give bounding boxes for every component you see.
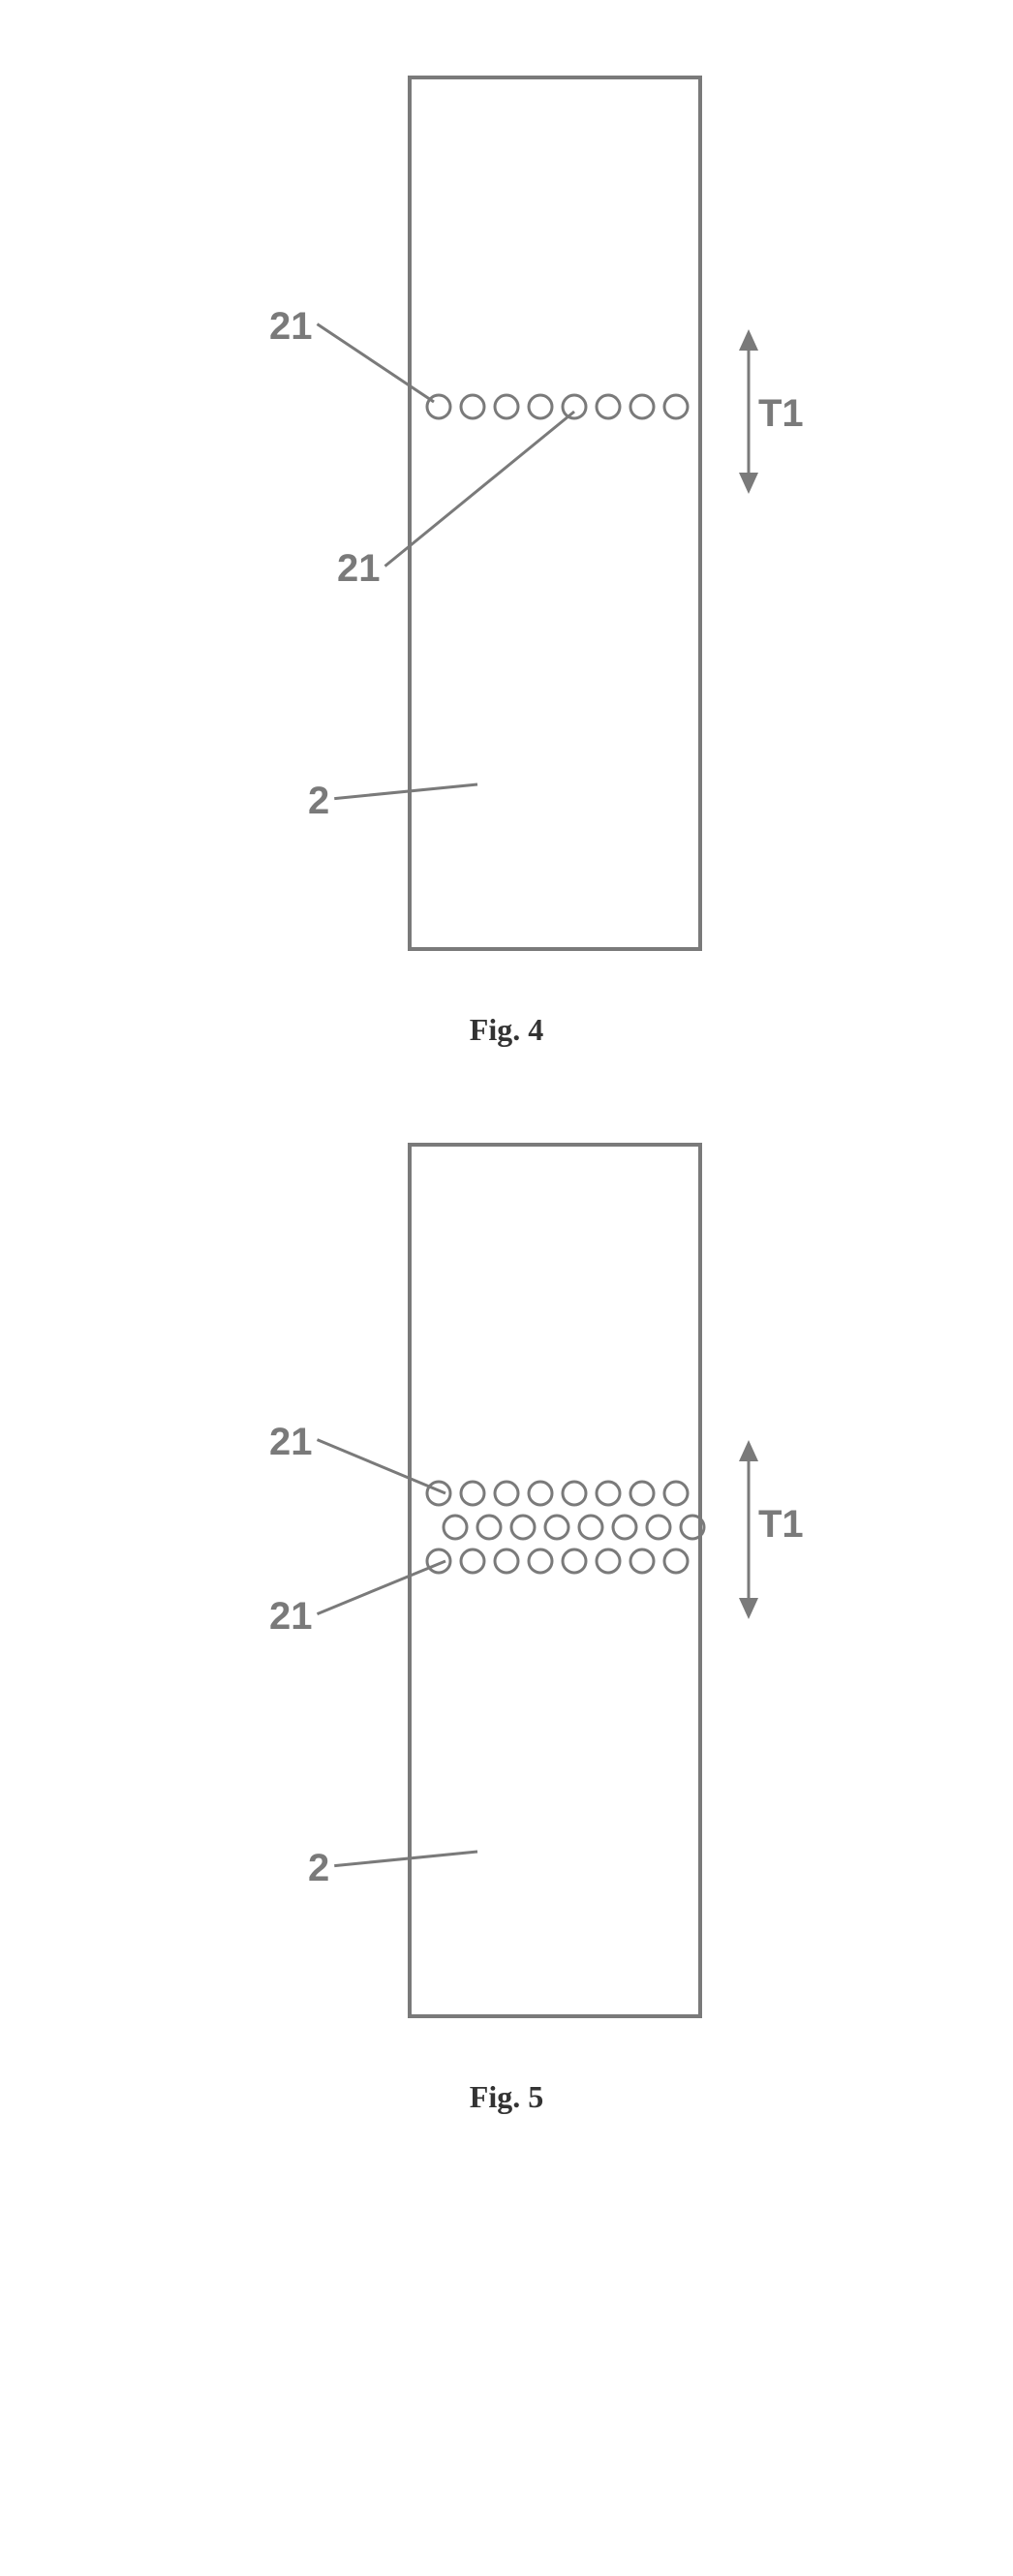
figure-4-caption: Fig. 4 [470, 1012, 543, 1048]
figure-5-svg: 21 21 2 T1 [119, 1106, 894, 2055]
svg-text:T1: T1 [758, 1503, 804, 1546]
svg-text:2: 2 [308, 780, 329, 822]
svg-text:21: 21 [269, 305, 313, 348]
figure-5-caption: Fig. 5 [470, 2079, 543, 2115]
figure-5-container: 21 21 2 T1 Fig. 5 [119, 1106, 894, 2115]
figure-5-diagram: 21 21 2 T1 [119, 1106, 894, 2060]
svg-text:2: 2 [308, 1847, 329, 1889]
svg-text:21: 21 [269, 1421, 313, 1463]
figure-4-container: 21 21 2 T1 Fig. 4 [119, 39, 894, 1048]
svg-text:21: 21 [337, 547, 381, 590]
svg-text:T1: T1 [758, 392, 804, 435]
figure-4-diagram: 21 21 2 T1 [119, 39, 894, 993]
figure-4-svg: 21 21 2 T1 [119, 39, 894, 988]
svg-text:21: 21 [269, 1595, 313, 1638]
